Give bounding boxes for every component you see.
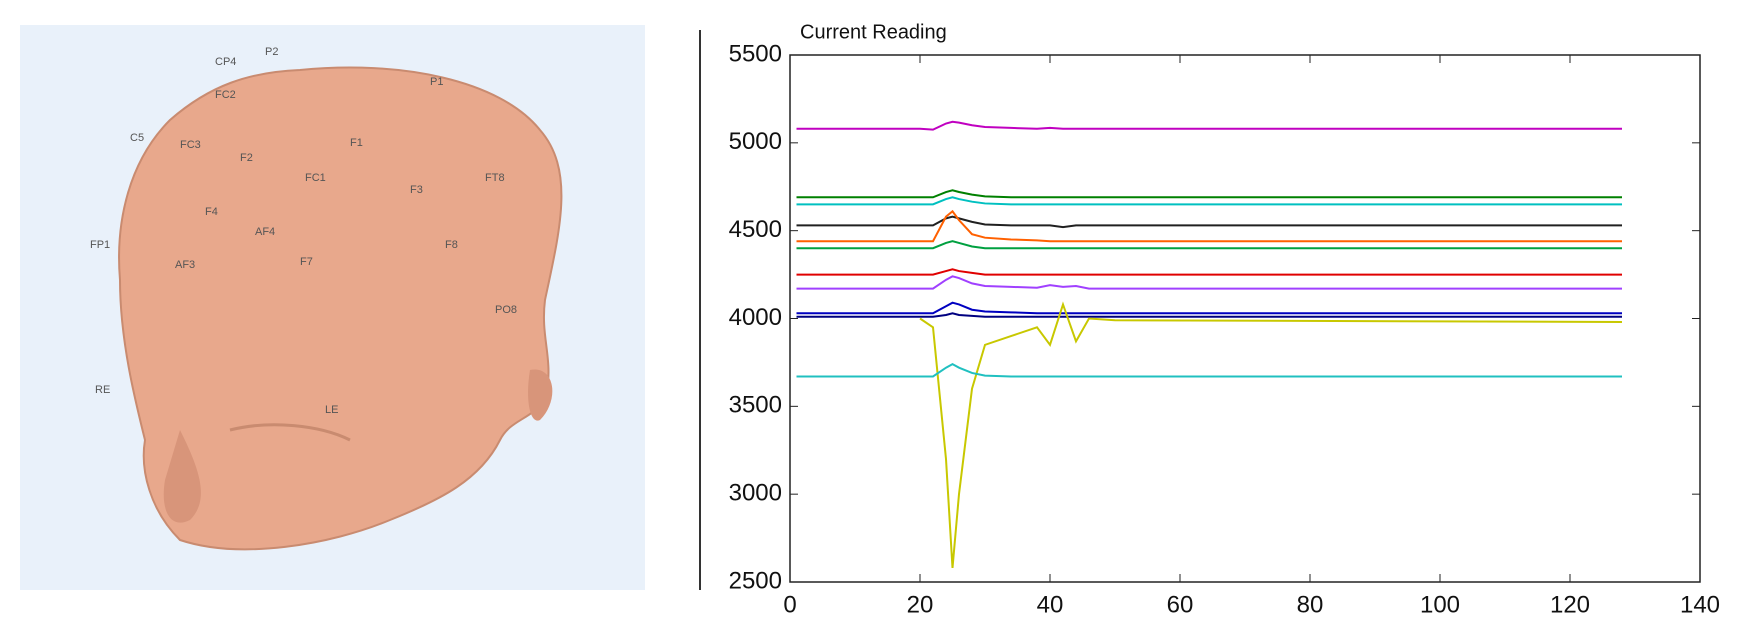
data-line [796, 301, 1622, 315]
electrode-label: F2 [240, 152, 253, 164]
data-line [796, 120, 1622, 131]
electrode-label: F4 [205, 206, 218, 218]
y-tick-label: 3500 [729, 392, 782, 419]
y-tick-label: 3000 [729, 480, 782, 507]
electrode-label: AF3 [175, 259, 195, 271]
data-line [796, 240, 1622, 250]
x-tick-label: 40 [1037, 591, 1064, 618]
electrode-label: PO8 [495, 304, 517, 316]
y-tick-label: 2500 [729, 567, 782, 594]
electrode-label: FC1 [305, 172, 326, 184]
electrode-label: P2 [265, 46, 278, 58]
x-tick-label: 120 [1550, 591, 1590, 618]
electrode-label: P1 [430, 76, 443, 88]
y-tick-label: 4500 [729, 216, 782, 243]
plot-area [789, 54, 1701, 583]
data-line [796, 189, 1622, 199]
data-line [796, 215, 1622, 229]
data-line [919, 301, 1623, 569]
x-tick-label: 100 [1420, 591, 1460, 618]
brow [229, 423, 351, 442]
electrode-label: C5 [130, 132, 144, 144]
electrode-label: FP1 [90, 239, 110, 251]
data-line [796, 209, 1622, 243]
electrode-label: RE [95, 384, 110, 396]
data-line [796, 363, 1622, 378]
head-shape [118, 66, 563, 551]
data-line [796, 312, 1622, 318]
x-tick-label: 0 [783, 591, 796, 618]
x-tick-label: 20 [907, 591, 934, 618]
data-line [796, 268, 1622, 276]
electrode-label: F1 [350, 137, 363, 149]
electrode-label: CP4 [215, 56, 236, 68]
nose [163, 430, 201, 523]
electrode-label: FT8 [485, 172, 505, 184]
chart-title: Current Reading [800, 21, 947, 43]
electrode-label: FC2 [215, 89, 236, 101]
y-tick-label: 5500 [729, 40, 782, 67]
electrode-label: FC3 [180, 139, 201, 151]
y-tick-label: 4000 [729, 304, 782, 331]
electrode-label: AF4 [255, 226, 275, 238]
x-tick-label: 80 [1297, 591, 1324, 618]
x-tick-label: 60 [1167, 591, 1194, 618]
data-line [796, 196, 1622, 206]
ear [528, 369, 553, 421]
electrode-label: F7 [300, 256, 313, 268]
electrode-label: LE [325, 404, 338, 416]
electrode-label: F3 [410, 184, 423, 196]
head-model [118, 66, 563, 551]
electrode-label: F8 [445, 239, 458, 251]
y-tick-label: 5000 [729, 128, 782, 155]
x-tick-label: 140 [1680, 591, 1720, 618]
data-line [796, 275, 1622, 290]
